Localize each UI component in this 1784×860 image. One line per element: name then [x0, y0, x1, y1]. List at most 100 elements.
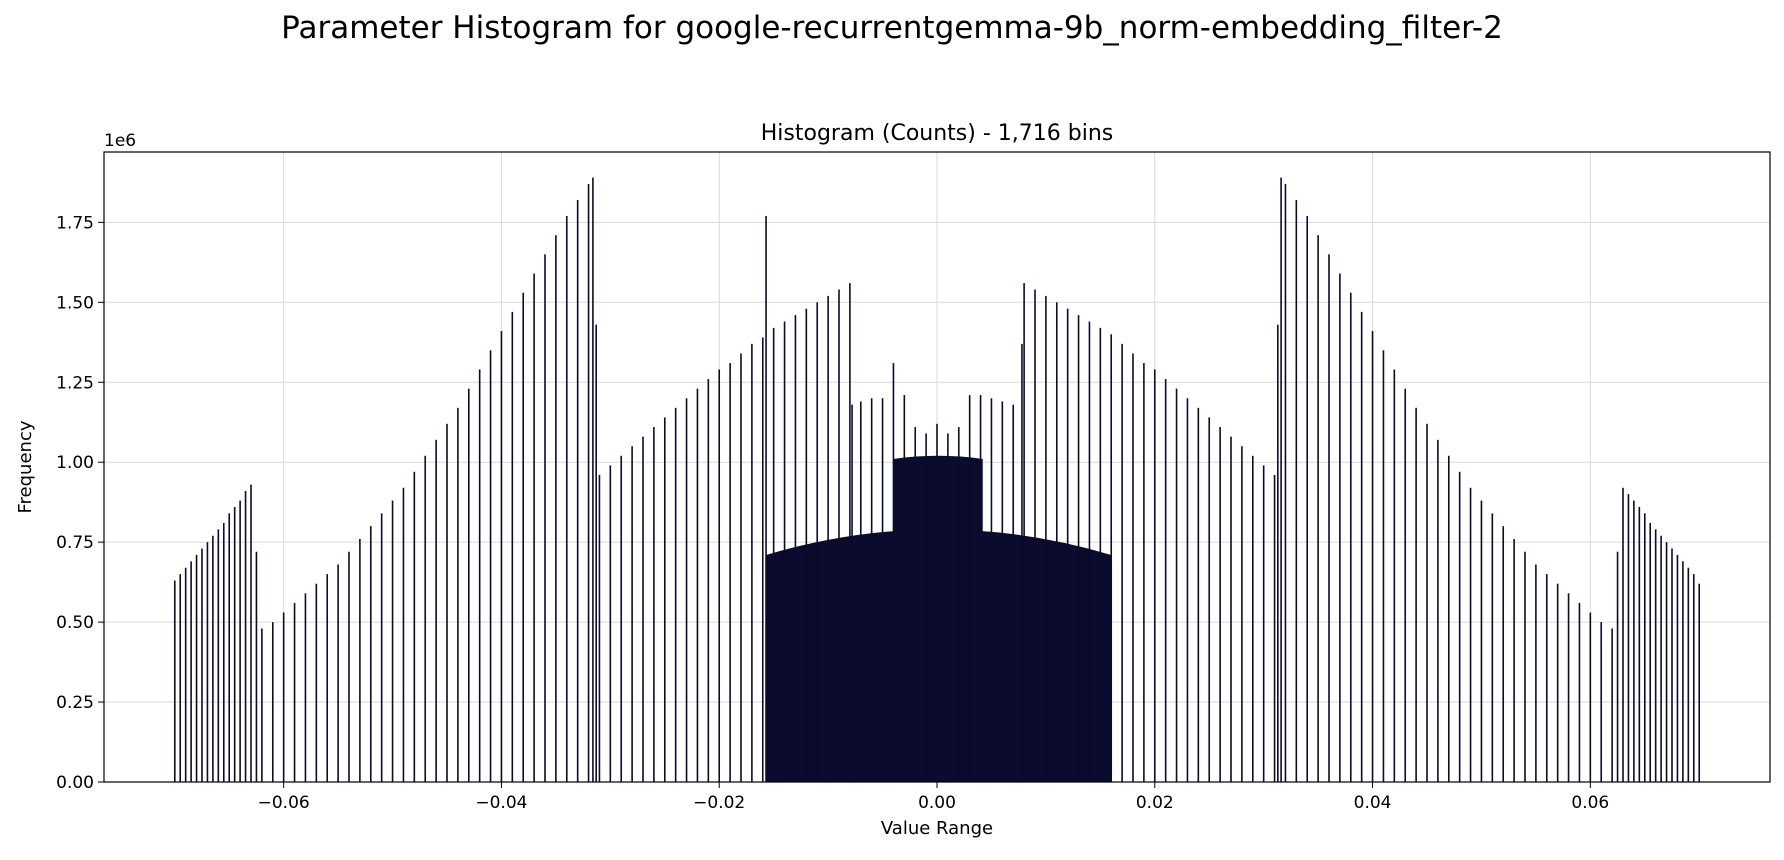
histogram-bar: [173, 580, 176, 782]
histogram-bar: [1687, 567, 1690, 782]
y-tick-label: 0.75: [56, 533, 94, 553]
histogram-bar: [555, 235, 557, 782]
histogram-bar: [696, 388, 699, 782]
histogram-bar: [435, 439, 437, 782]
histogram-bar: [1034, 289, 1036, 782]
histogram-bar: [1643, 513, 1646, 782]
histogram-bar: [1110, 334, 1113, 782]
histogram-bar: [925, 433, 927, 782]
histogram-bar: [587, 183, 590, 783]
histogram-bar: [783, 321, 786, 782]
histogram-bar: [1371, 331, 1374, 782]
histogram-bar: [881, 398, 884, 782]
histogram-bar: [1280, 177, 1282, 783]
histogram-bar: [1654, 529, 1657, 782]
histogram-bar: [903, 395, 906, 782]
x-axis-label: Value Range: [881, 818, 993, 839]
histogram-bar: [195, 554, 198, 782]
histogram-bar: [1469, 487, 1472, 782]
histogram-bar: [1273, 474, 1276, 782]
histogram-bar: [1447, 455, 1450, 782]
histogram-bar: [740, 353, 742, 782]
histogram-bar: [1295, 199, 1298, 782]
histogram-bar: [250, 484, 252, 782]
histogram-bar: [1349, 292, 1352, 782]
x-tick-label: 0.02: [1136, 793, 1174, 813]
histogram-bar: [892, 363, 895, 782]
histogram-bar: [1360, 311, 1363, 782]
histogram-bar: [1671, 548, 1673, 782]
histogram-bar: [838, 289, 840, 782]
histogram-bar: [326, 574, 329, 782]
histogram-bar: [979, 395, 982, 782]
histogram-bar: [685, 398, 688, 782]
histogram-bar: [1132, 353, 1134, 782]
histogram-bar: [1021, 343, 1023, 782]
histogram-bar: [1045, 295, 1047, 782]
histogram-bar: [592, 177, 594, 783]
y-tick-label: 0.00: [56, 773, 94, 793]
histogram-bar: [184, 567, 187, 782]
histogram-bar: [1339, 273, 1341, 782]
histogram-bar: [1208, 417, 1211, 782]
histogram-bar: [217, 529, 220, 782]
histogram-bar: [1491, 513, 1494, 782]
histogram-bar: [369, 526, 372, 782]
histogram-bar: [1437, 439, 1439, 782]
histogram-bar: [761, 337, 764, 782]
x-tick-label: 0.04: [1354, 793, 1392, 813]
histogram-bar: [424, 455, 427, 782]
histogram-bar: [642, 436, 644, 782]
histogram-bar: [337, 564, 339, 782]
histogram-bar: [620, 455, 623, 782]
histogram-bar: [653, 427, 655, 782]
histogram-bar: [1600, 622, 1603, 782]
histogram-bar: [1665, 542, 1668, 782]
histogram-bar: [729, 363, 731, 782]
histogram-bar: [1660, 535, 1662, 782]
histogram-bar: [968, 395, 971, 782]
histogram-bar: [1616, 551, 1619, 782]
histogram-bar: [663, 417, 666, 782]
histogram-bar: [1622, 487, 1624, 782]
histogram-bar: [794, 315, 797, 782]
histogram-bar: [1426, 423, 1428, 782]
histogram-bar: [212, 535, 214, 782]
histogram-bar: [674, 407, 677, 782]
histogram-bar: [201, 548, 203, 782]
histogram-bar: [206, 542, 209, 782]
histogram-bar: [827, 295, 829, 782]
y-tick-label: 1.50: [56, 293, 94, 313]
histogram-bar: [957, 427, 960, 782]
histogram-bar: [271, 622, 274, 782]
histogram-bar: [1066, 308, 1069, 782]
histogram-bar: [870, 398, 873, 782]
histogram-bar: [315, 583, 318, 782]
histogram-bar: [990, 398, 993, 782]
histogram-bar: [179, 574, 182, 782]
histogram-bar: [1230, 436, 1232, 782]
histogram-bar: [1186, 398, 1189, 782]
histogram-bar: [255, 551, 258, 782]
histogram-bar: [1251, 455, 1254, 782]
x-tick-label: −0.04: [475, 793, 527, 813]
histogram-bar: [511, 311, 514, 782]
histogram-bar: [565, 215, 568, 782]
histogram-bar: [293, 602, 296, 782]
x-axis-ticks: −0.06 −0.04 −0.02 0.00 0.02 0.04 0.06: [258, 782, 1609, 813]
histogram-bar: [1682, 561, 1684, 782]
histogram-bar: [1121, 343, 1123, 782]
histogram-bar: [576, 199, 579, 782]
histogram-bar: [1513, 538, 1515, 782]
histogram-bar: [1077, 315, 1080, 782]
histogram-bar: [489, 350, 492, 782]
histogram-bar: [1649, 522, 1652, 782]
chart-title: Histogram (Counts) - 1,716 bins: [761, 121, 1113, 146]
histogram-bar: [805, 308, 808, 782]
histogram-bar: [402, 487, 405, 782]
y-axis-offset-label: 1e6: [104, 131, 136, 151]
y-tick-label: 0.25: [56, 693, 94, 713]
histogram-bar: [1589, 612, 1592, 782]
